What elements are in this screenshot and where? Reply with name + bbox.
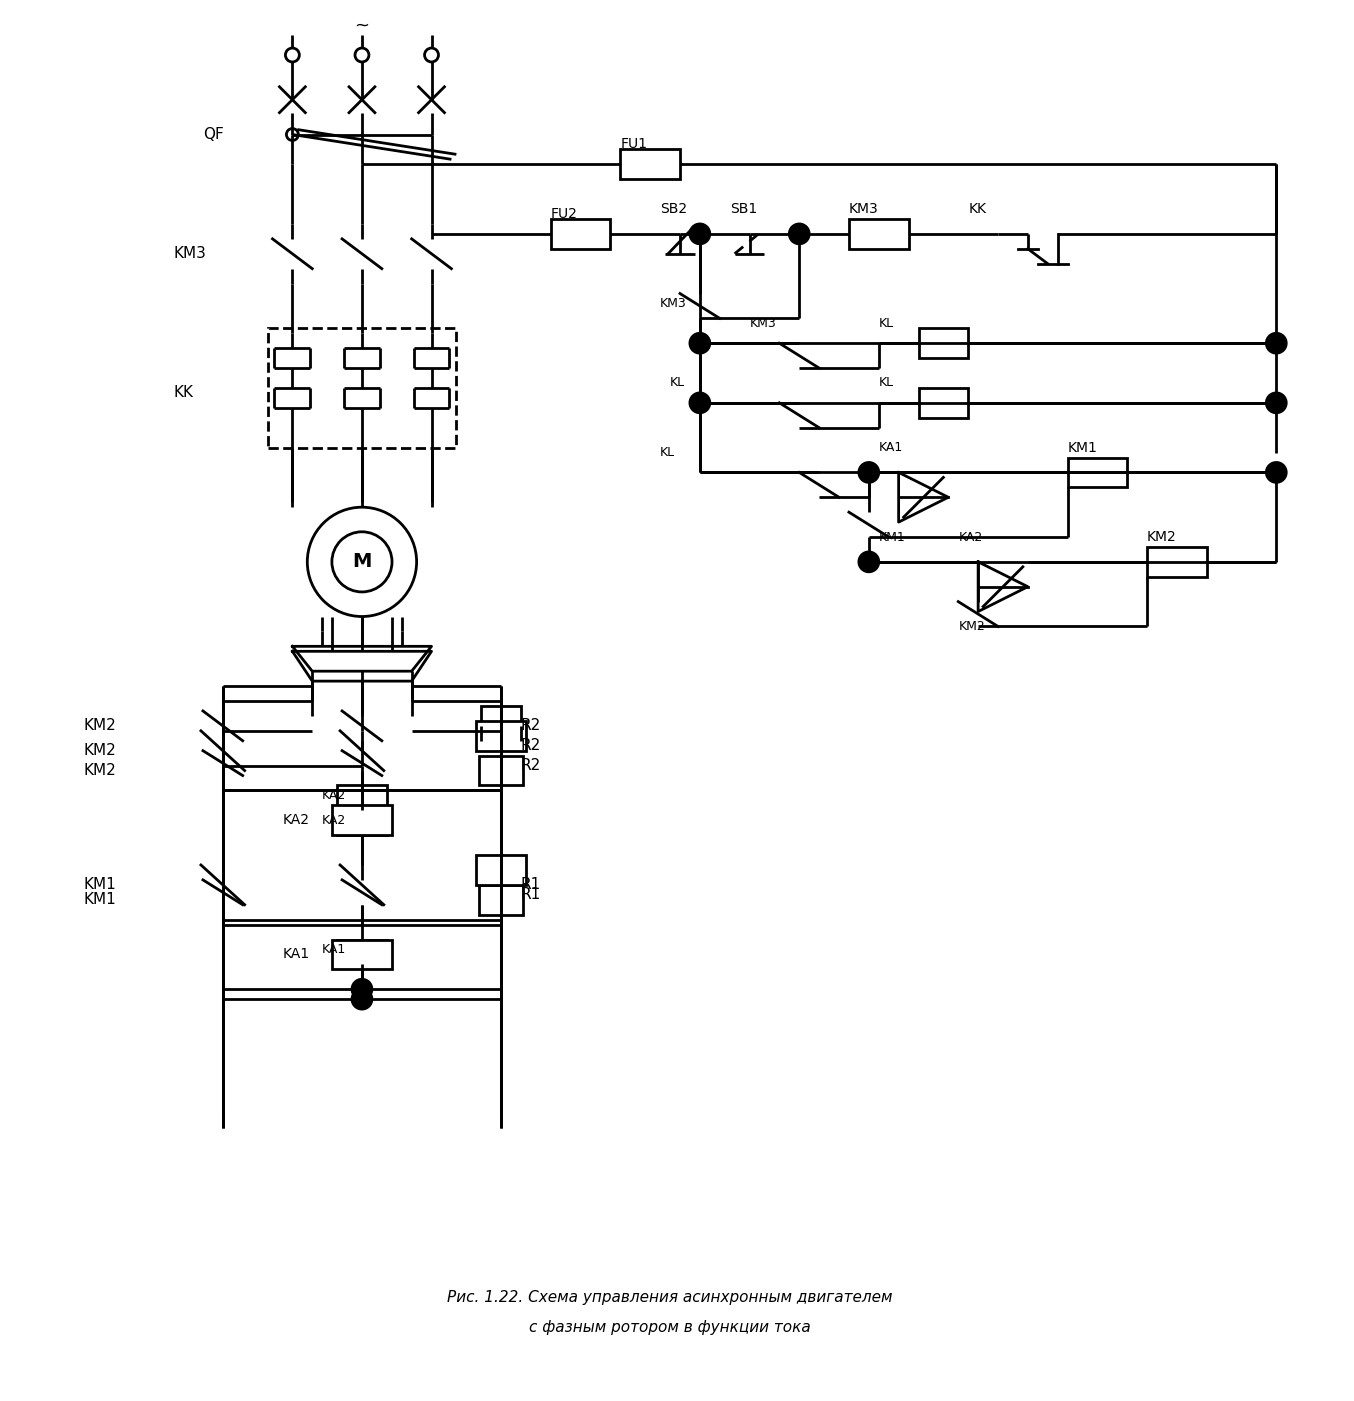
Text: KA2: KA2 bbox=[322, 814, 347, 827]
Circle shape bbox=[858, 552, 879, 572]
Circle shape bbox=[352, 979, 372, 999]
Text: QF: QF bbox=[203, 127, 223, 142]
Bar bbox=[477, 855, 525, 885]
Text: KL: KL bbox=[670, 377, 685, 389]
Bar bbox=[268, 328, 456, 447]
Text: R1: R1 bbox=[521, 887, 542, 902]
Text: KA2: KA2 bbox=[283, 813, 310, 827]
Text: с фазным ротором в функции тока: с фазным ротором в функции тока bbox=[529, 1320, 811, 1335]
Bar bbox=[918, 328, 968, 359]
Text: KM3: KM3 bbox=[849, 202, 879, 216]
Text: KM3: KM3 bbox=[173, 247, 206, 261]
Bar bbox=[332, 940, 391, 969]
Text: KM3: KM3 bbox=[750, 317, 776, 329]
Text: R2: R2 bbox=[521, 738, 542, 754]
Circle shape bbox=[287, 129, 298, 140]
Text: M: M bbox=[352, 552, 371, 572]
Text: KK: KK bbox=[968, 202, 986, 216]
Text: KA2: KA2 bbox=[322, 789, 347, 801]
Text: R2: R2 bbox=[521, 758, 542, 773]
Circle shape bbox=[789, 224, 810, 244]
Text: KM2: KM2 bbox=[959, 621, 984, 633]
Text: KA1: KA1 bbox=[283, 947, 310, 961]
Circle shape bbox=[352, 989, 372, 1009]
Bar bbox=[551, 219, 611, 249]
Circle shape bbox=[1266, 333, 1286, 353]
Circle shape bbox=[1266, 392, 1286, 413]
Text: KA1: KA1 bbox=[879, 441, 903, 454]
Text: KA2: KA2 bbox=[959, 531, 983, 544]
Bar bbox=[337, 810, 387, 835]
Bar bbox=[1067, 458, 1128, 488]
Bar bbox=[620, 150, 680, 179]
Text: SB1: SB1 bbox=[730, 202, 757, 216]
Text: KM1: KM1 bbox=[84, 877, 116, 892]
Circle shape bbox=[691, 224, 709, 244]
Text: KM2: KM2 bbox=[84, 764, 116, 778]
Text: Рис. 1.22. Схема управления асинхронным двигателем: Рис. 1.22. Схема управления асинхронным … bbox=[447, 1290, 892, 1304]
Bar bbox=[337, 786, 387, 815]
Text: R2: R2 bbox=[521, 719, 542, 733]
Bar bbox=[332, 806, 391, 835]
Circle shape bbox=[858, 462, 879, 482]
Text: KK: KK bbox=[173, 385, 194, 401]
Text: KM2: KM2 bbox=[84, 743, 116, 758]
Bar bbox=[918, 388, 968, 417]
Bar bbox=[337, 940, 387, 964]
Circle shape bbox=[307, 507, 417, 616]
Bar bbox=[849, 219, 909, 249]
Bar bbox=[477, 722, 525, 751]
Circle shape bbox=[332, 532, 393, 591]
Circle shape bbox=[691, 333, 709, 353]
Text: R1: R1 bbox=[521, 877, 542, 892]
Text: KM1: KM1 bbox=[1067, 440, 1098, 454]
Text: KL: KL bbox=[879, 377, 894, 389]
Text: KL: KL bbox=[661, 446, 676, 460]
Text: SB2: SB2 bbox=[661, 202, 688, 216]
Bar bbox=[479, 755, 523, 786]
Text: FU1: FU1 bbox=[620, 137, 647, 151]
Text: KM3: KM3 bbox=[661, 297, 686, 310]
Bar bbox=[1147, 546, 1206, 577]
Text: KM2: KM2 bbox=[1147, 530, 1177, 544]
Text: KA1: KA1 bbox=[322, 943, 347, 955]
Circle shape bbox=[286, 48, 299, 62]
Text: KL: KL bbox=[879, 317, 894, 329]
Bar bbox=[481, 706, 521, 741]
Circle shape bbox=[425, 48, 439, 62]
Text: FU2: FU2 bbox=[551, 207, 578, 221]
Text: KM1: KM1 bbox=[84, 892, 116, 908]
Bar bbox=[479, 885, 523, 915]
Text: KM1: KM1 bbox=[879, 531, 906, 544]
Circle shape bbox=[355, 48, 368, 62]
Circle shape bbox=[691, 392, 709, 413]
Text: ~: ~ bbox=[355, 17, 370, 34]
Circle shape bbox=[1266, 462, 1286, 482]
Text: KM2: KM2 bbox=[84, 719, 116, 733]
